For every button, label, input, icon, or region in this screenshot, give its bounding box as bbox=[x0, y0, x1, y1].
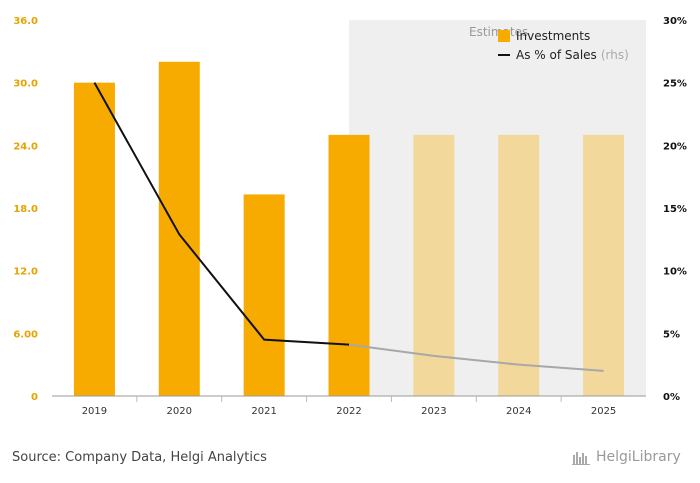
y-right-tick-label: 0% bbox=[663, 392, 680, 403]
lines-layer bbox=[93, 82, 604, 372]
y-right-tick-label: 5% bbox=[663, 329, 680, 340]
bar-2020 bbox=[158, 61, 200, 397]
library-icon bbox=[572, 452, 590, 465]
y-left-tick-label: 30.0 bbox=[13, 79, 38, 90]
y-left-tick-label: 18.0 bbox=[13, 204, 38, 215]
y-right-tick-label: 20% bbox=[663, 141, 687, 152]
legend-label-sales-suffix: (rhs) bbox=[601, 48, 629, 62]
x-tick-label: 2024 bbox=[506, 406, 531, 417]
bar-2023 bbox=[413, 134, 455, 396]
brand-name: HelgiLibrary bbox=[596, 449, 681, 465]
y-left-tick-layer: 0 6.00 12.0 18.0 24.0 30.0 36.0 bbox=[13, 16, 38, 403]
sales-line-actual bbox=[93, 82, 350, 346]
x-tick-label: 2023 bbox=[421, 406, 446, 417]
y-left-tick-label: 0 bbox=[31, 392, 38, 403]
legend-label-sales: As % of Sales (rhs) bbox=[516, 48, 629, 62]
x-tick-label: 2021 bbox=[251, 406, 276, 417]
x-tick-label: 2022 bbox=[336, 406, 361, 417]
sales-line-estimate bbox=[348, 343, 604, 372]
x-tick-label: 2025 bbox=[591, 406, 616, 417]
y-left-tick-label: 6.00 bbox=[13, 329, 38, 340]
bars-layer bbox=[73, 61, 625, 397]
source-note: Source: Company Data, Helgi Analytics bbox=[12, 450, 267, 465]
y-left-tick-label: 36.0 bbox=[13, 16, 38, 27]
bar-2025 bbox=[583, 134, 625, 396]
y-left-tick-label: 12.0 bbox=[13, 267, 38, 278]
y-right-tick-label: 10% bbox=[663, 267, 687, 278]
legend-label-sales-name: As % of Sales bbox=[516, 48, 597, 62]
x-tick-label: 2019 bbox=[82, 406, 107, 417]
y-right-tick-label: 30% bbox=[663, 16, 687, 27]
legend-swatch-investments bbox=[498, 30, 510, 42]
bar-2024 bbox=[498, 134, 540, 396]
y-right-tick-layer: 0% 5% 10% 15% 20% 25% 30% bbox=[663, 16, 687, 403]
x-tick-label: 2020 bbox=[167, 406, 192, 417]
y-right-tick-label: 25% bbox=[663, 79, 687, 90]
bar-2022 bbox=[328, 134, 370, 396]
legend-label-investments: Investments bbox=[516, 29, 590, 43]
brand-logo: HelgiLibrary bbox=[572, 449, 681, 465]
y-right-tick-label: 15% bbox=[663, 204, 687, 215]
bar-2021 bbox=[243, 194, 285, 396]
legend: Investments As % of Sales (rhs) bbox=[498, 29, 629, 62]
y-left-tick-label: 24.0 bbox=[13, 141, 38, 152]
bar-2019 bbox=[73, 82, 115, 397]
x-tick-layer: 2019 2020 2021 2022 2023 2024 2025 bbox=[82, 396, 616, 417]
